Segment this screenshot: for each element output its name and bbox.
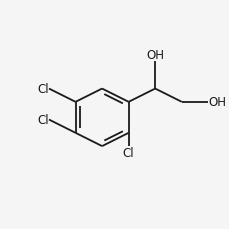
Text: Cl: Cl (122, 147, 134, 159)
Text: OH: OH (146, 49, 164, 62)
Text: Cl: Cl (37, 114, 49, 126)
Text: Cl: Cl (37, 83, 49, 96)
Text: OH: OH (207, 96, 225, 109)
